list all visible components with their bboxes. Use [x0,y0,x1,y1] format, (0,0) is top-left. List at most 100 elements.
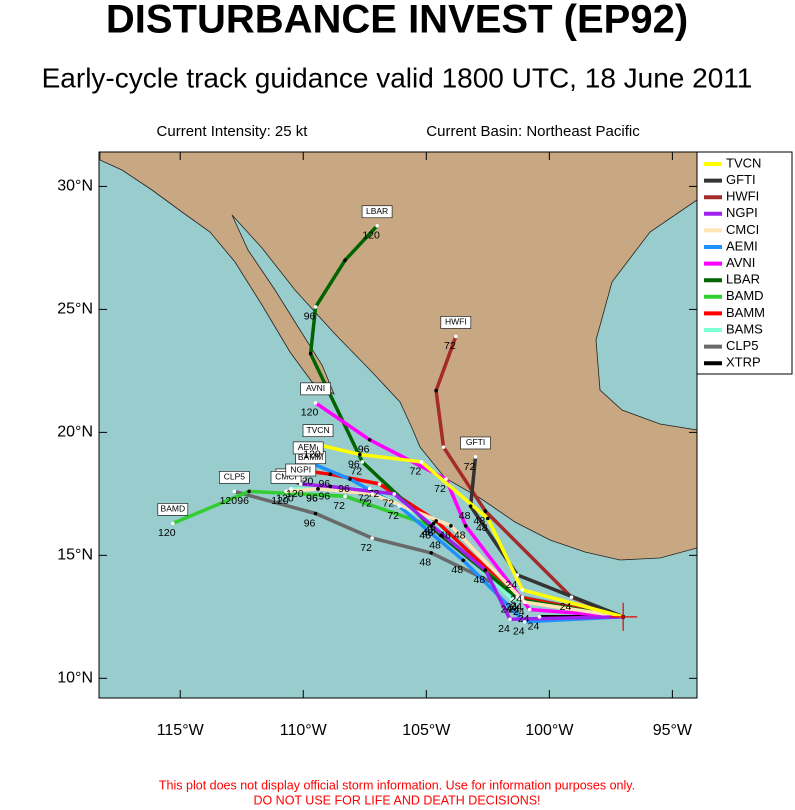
hour-label: 96 [338,483,350,495]
hour-label: 96 [318,478,330,490]
track-tag-box [157,503,189,516]
track-point [461,558,466,563]
hour-label: 120 [220,495,238,507]
hour-label: 96 [348,458,360,470]
track-point [473,455,478,459]
track-point [569,595,574,599]
track-tag-box [219,471,250,484]
legend-label: LBAR [726,272,760,287]
hour-label: 48 [424,525,436,537]
track-point [343,258,347,263]
track-point [289,487,293,491]
legend-label: CLP5 [726,338,759,353]
hour-label: 48 [459,510,471,522]
track [308,224,624,619]
land [99,151,698,561]
hour-label: 24 [508,603,520,615]
track-point [328,472,333,476]
hour-label: 24 [513,626,525,638]
track-point [328,484,333,489]
track-tag: BAMM [298,452,324,462]
track-point [358,452,362,457]
track-tag: CLP5 [224,472,246,482]
hour-label: 72 [382,498,394,510]
track-point [483,509,488,513]
track-point [508,617,512,622]
y-tick-label: 30°N [57,178,93,195]
hour-label: 24 [506,579,518,591]
track-point [522,600,527,604]
track-point [232,489,237,494]
track-tag: LBAR [366,206,388,216]
legend-label: NGPI [726,205,758,220]
track-point [441,445,446,449]
track-point [463,524,468,528]
track-point [429,524,434,528]
track-point [397,504,402,508]
hour-label: 48 [422,527,434,539]
hour-label: 96 [318,490,330,502]
track [300,482,624,622]
track-point [316,487,320,491]
y-tick-label: 15°N [57,547,93,564]
hour-label: 72 [410,466,422,478]
hour-label: 48 [476,522,488,534]
y-tick-label: 20°N [57,424,93,441]
track-point [360,460,365,464]
track-point [419,460,424,464]
hour-label: 24 [513,606,525,618]
track-tag-box [440,316,472,329]
track-point [434,519,438,523]
hour-label: 24 [508,603,520,615]
track-point [392,492,397,496]
hour-label: 24 [506,601,518,613]
x-tick-label: 105°W [402,722,451,739]
legend-label: BAMS [726,321,763,336]
hour-label: 24 [510,601,522,613]
track-point [316,442,320,447]
legend-label: AEMI [726,238,758,253]
track-tag: BAMD [161,504,186,514]
track-point [449,524,453,528]
track-point [375,223,379,228]
hour-label: 48 [419,557,431,569]
track [317,442,624,619]
hour-label: 96 [304,311,316,323]
hour-label: 24 [498,623,510,635]
hour-label: 120 [362,230,380,242]
hour-label: 24 [510,594,522,606]
x-tick-label: 95°W [653,722,693,739]
track-tag-box [302,424,334,437]
info-left: Current Intensity: 25 kt [157,123,309,140]
hour-label: 72 [434,483,446,495]
track-point [454,334,458,339]
track-point [520,587,525,592]
track-point [515,573,520,577]
hour-label: 120 [301,407,319,419]
track-tag: CMCI [275,472,297,482]
track-point [520,595,525,599]
hour-label: 96 [237,495,249,507]
track-tag: AEMI [298,442,319,452]
hour-label: 48 [474,515,486,527]
legend-label: BAMD [726,288,764,303]
track-tag-box [300,382,331,396]
hour-label: 24 [528,621,540,633]
track-tag: TVCN [306,425,329,435]
hour-label: 72 [360,498,372,510]
track-point [537,615,542,619]
legend-label: AVNI [726,255,755,270]
hour-label: 48 [429,539,441,551]
track [314,401,624,619]
hour-label: 120 [271,495,289,507]
track [307,460,624,624]
legend-label: BAMM [726,305,765,320]
x-tick-label: 110°W [280,722,328,739]
track-tag: HWFI [445,317,467,327]
legend-label: CMCI [726,222,759,237]
hour-label: 72 [444,340,456,352]
hour-label: 120 [276,493,294,505]
hour-label: 72 [333,500,345,512]
chart-subtitle: Early-cycle track guidance valid 1800 UT… [42,62,753,93]
